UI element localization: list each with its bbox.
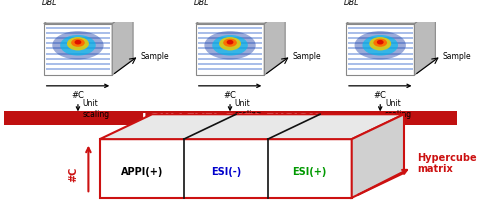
Polygon shape — [100, 115, 403, 140]
Polygon shape — [112, 9, 133, 76]
Ellipse shape — [354, 32, 405, 60]
Bar — [345, 24, 414, 76]
Text: Unit
scaling: Unit scaling — [384, 99, 411, 118]
Text: Sample: Sample — [292, 52, 321, 61]
Ellipse shape — [75, 41, 81, 45]
Ellipse shape — [60, 36, 95, 56]
Polygon shape — [345, 9, 435, 24]
Text: ESI(+): ESI(+) — [292, 167, 326, 176]
Ellipse shape — [67, 38, 89, 51]
Text: Unit
scaling: Unit scaling — [83, 99, 109, 118]
Bar — [4, 111, 456, 125]
Polygon shape — [414, 9, 435, 76]
Text: Hypercube
matrix: Hypercube matrix — [416, 152, 476, 174]
Text: DBL: DBL — [194, 0, 209, 7]
Polygon shape — [44, 9, 133, 24]
Bar — [196, 24, 264, 76]
Bar — [100, 140, 351, 198]
Polygon shape — [196, 9, 285, 24]
Text: DBL: DBL — [42, 0, 57, 7]
Ellipse shape — [204, 32, 255, 60]
Text: Sample: Sample — [442, 52, 470, 61]
Polygon shape — [264, 9, 285, 76]
Ellipse shape — [71, 39, 85, 48]
Ellipse shape — [376, 41, 383, 45]
Text: ESI(-): ESI(-) — [210, 167, 241, 176]
Text: LOW-LEVEL DATA FUSION: LOW-LEVEL DATA FUSION — [141, 112, 318, 125]
Bar — [44, 24, 112, 76]
Ellipse shape — [368, 38, 391, 51]
Text: #C: #C — [71, 91, 84, 100]
Text: #C: #C — [223, 91, 236, 100]
Ellipse shape — [52, 32, 104, 60]
Text: Sample: Sample — [140, 52, 169, 61]
Ellipse shape — [362, 36, 397, 56]
Ellipse shape — [226, 41, 233, 45]
Ellipse shape — [219, 38, 241, 51]
Text: DBL: DBL — [343, 0, 359, 7]
Text: APPI(+): APPI(+) — [121, 167, 163, 176]
Text: Unit
scaling: Unit scaling — [234, 99, 261, 118]
Ellipse shape — [223, 39, 236, 48]
Text: #C: #C — [68, 165, 78, 181]
Ellipse shape — [373, 39, 386, 48]
Text: #C: #C — [373, 91, 386, 100]
Polygon shape — [351, 115, 403, 198]
Ellipse shape — [212, 36, 247, 56]
